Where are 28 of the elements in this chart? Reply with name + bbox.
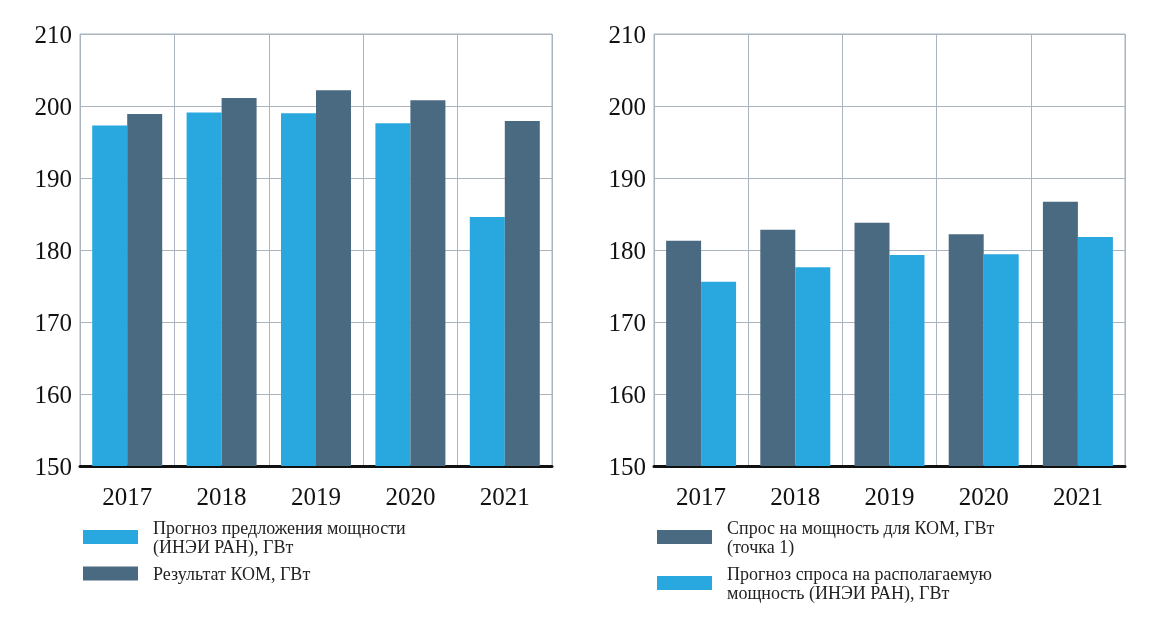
y-tick-label: 170 (608, 308, 646, 336)
x-tick-label: 2020 (958, 483, 1009, 510)
y-tick-label: 200 (608, 92, 646, 120)
x-tick-label: 2017 (676, 483, 727, 510)
y-tick-label: 210 (608, 20, 646, 48)
y-tick-label: 190 (608, 164, 646, 192)
y-tick-label: 180 (34, 236, 72, 264)
legend-label: Прогноз спроса на располагаемую мощность (ИНЭИ РАН), ГВт (727, 563, 993, 604)
y-tick-label: 170 (34, 308, 72, 336)
y-tick-label: 190 (34, 164, 72, 192)
x-tick-label: 2019 (864, 483, 915, 510)
x-tick-label: 2019 (291, 483, 341, 510)
x-tick-label: 2021 (479, 483, 530, 510)
x-tick-label: 2018 (770, 483, 821, 510)
y-tick-label: 150 (34, 452, 72, 480)
y-tick-label: 210 (34, 20, 72, 48)
x-tick-label: 2020 (385, 483, 436, 510)
y-tick-label: 160 (34, 380, 72, 408)
y-tick-label: 150 (608, 452, 646, 480)
legend-label: Результат КОМ, ГВт (153, 563, 311, 584)
x-tick-label: 2021 (1052, 483, 1103, 510)
y-tick-label: 180 (608, 236, 646, 264)
legend-label: Прогноз предложения мощности (ИНЭИ РАН), ГВт (153, 517, 407, 558)
y-tick-label: 160 (608, 380, 646, 408)
x-tick-label: 2017 (102, 483, 153, 510)
legend-label: Спрос на мощность для КОМ, ГВт (точка 1) (727, 517, 995, 558)
y-tick-label: 200 (34, 92, 72, 120)
x-tick-label: 2018 (196, 483, 247, 510)
